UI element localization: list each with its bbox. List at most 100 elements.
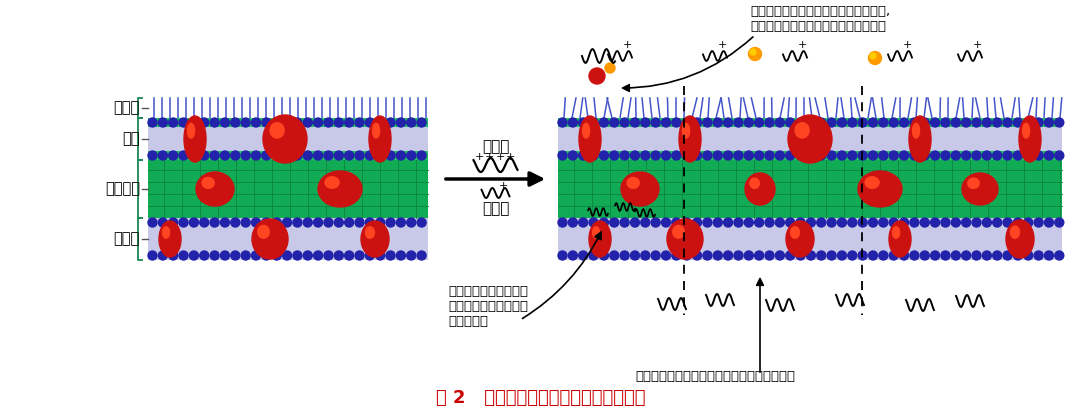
Circle shape <box>158 251 168 260</box>
Circle shape <box>920 118 930 127</box>
Circle shape <box>1003 118 1012 127</box>
Circle shape <box>252 118 261 127</box>
Circle shape <box>765 251 774 260</box>
Circle shape <box>868 151 878 160</box>
Circle shape <box>158 151 168 160</box>
Bar <box>148 118 428 127</box>
Circle shape <box>578 118 588 127</box>
Ellipse shape <box>369 116 391 162</box>
Circle shape <box>189 251 199 260</box>
Circle shape <box>951 118 960 127</box>
Circle shape <box>786 251 795 260</box>
Circle shape <box>962 118 971 127</box>
Ellipse shape <box>1023 123 1029 138</box>
Circle shape <box>641 151 650 160</box>
Circle shape <box>931 251 939 260</box>
Circle shape <box>838 218 846 227</box>
Circle shape <box>745 218 753 227</box>
Circle shape <box>879 251 888 260</box>
Circle shape <box>848 218 857 227</box>
Circle shape <box>189 151 199 160</box>
Circle shape <box>848 151 857 160</box>
Circle shape <box>293 218 302 227</box>
Circle shape <box>838 118 846 127</box>
Circle shape <box>169 118 177 127</box>
Circle shape <box>189 118 199 127</box>
Circle shape <box>899 218 908 227</box>
Circle shape <box>221 218 229 227</box>
Circle shape <box>651 118 660 127</box>
Circle shape <box>1024 251 1032 260</box>
Circle shape <box>376 218 385 227</box>
Circle shape <box>355 151 364 160</box>
Circle shape <box>920 151 930 160</box>
Circle shape <box>765 151 774 160</box>
Circle shape <box>355 218 364 227</box>
Circle shape <box>558 251 568 260</box>
Text: +: + <box>798 40 806 50</box>
Circle shape <box>569 251 577 260</box>
Text: 细胞膜: 细胞膜 <box>114 231 141 246</box>
Circle shape <box>983 251 991 260</box>
Circle shape <box>304 118 312 127</box>
Circle shape <box>765 218 774 227</box>
Circle shape <box>324 251 333 260</box>
Circle shape <box>890 218 898 227</box>
Circle shape <box>641 218 650 227</box>
Bar <box>558 218 1062 260</box>
Circle shape <box>148 218 157 227</box>
Circle shape <box>158 218 168 227</box>
Circle shape <box>589 118 598 127</box>
Circle shape <box>293 251 302 260</box>
Circle shape <box>713 151 722 160</box>
Ellipse shape <box>750 178 759 188</box>
Circle shape <box>148 118 157 127</box>
Circle shape <box>786 151 795 160</box>
Ellipse shape <box>627 178 639 188</box>
Circle shape <box>345 118 353 127</box>
Circle shape <box>940 118 950 127</box>
Circle shape <box>899 251 908 260</box>
Circle shape <box>1055 251 1064 260</box>
Ellipse shape <box>318 171 362 207</box>
Circle shape <box>858 151 867 160</box>
Circle shape <box>723 118 733 127</box>
Circle shape <box>569 218 577 227</box>
Circle shape <box>682 218 691 227</box>
Circle shape <box>345 251 353 260</box>
Circle shape <box>817 118 826 127</box>
Circle shape <box>578 218 588 227</box>
Circle shape <box>304 251 312 260</box>
Circle shape <box>693 118 702 127</box>
Circle shape <box>386 151 395 160</box>
Circle shape <box>334 118 344 127</box>
Circle shape <box>723 218 733 227</box>
Circle shape <box>262 218 271 227</box>
Circle shape <box>313 251 322 260</box>
Circle shape <box>599 118 609 127</box>
Circle shape <box>827 118 836 127</box>
Circle shape <box>282 151 292 160</box>
Circle shape <box>734 118 743 127</box>
Ellipse shape <box>592 227 600 238</box>
Circle shape <box>376 251 385 260</box>
Circle shape <box>620 118 629 127</box>
Circle shape <box>745 251 753 260</box>
Circle shape <box>713 218 722 227</box>
Circle shape <box>827 218 836 227</box>
Circle shape <box>1013 218 1023 227</box>
Circle shape <box>210 251 219 260</box>
Circle shape <box>786 218 795 227</box>
Circle shape <box>293 151 302 160</box>
Circle shape <box>672 151 681 160</box>
Circle shape <box>386 251 395 260</box>
Circle shape <box>992 218 1002 227</box>
Circle shape <box>972 118 980 127</box>
Ellipse shape <box>672 226 684 238</box>
Circle shape <box>365 118 374 127</box>
Circle shape <box>992 118 1002 127</box>
Bar <box>148 218 428 260</box>
Circle shape <box>231 118 240 127</box>
Text: +: + <box>498 181 508 191</box>
Circle shape <box>992 251 1002 260</box>
